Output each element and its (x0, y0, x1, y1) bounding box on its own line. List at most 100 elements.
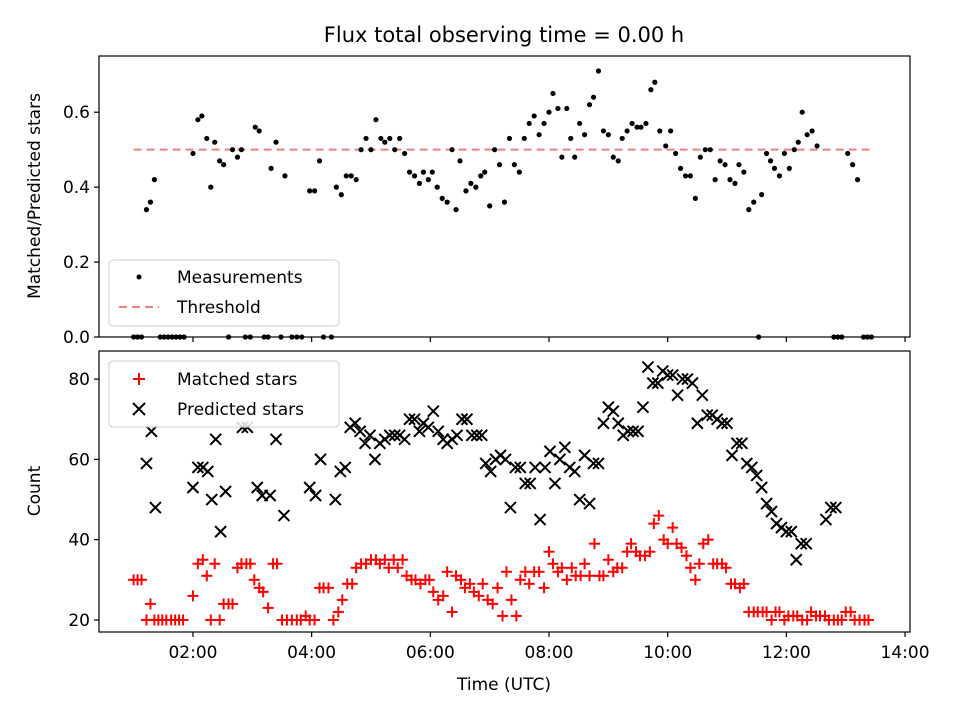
x-tick-label: 14:00 (881, 643, 930, 663)
matched-star-point (556, 562, 568, 574)
predicted-star-point (504, 501, 517, 514)
matched-star-point (197, 554, 209, 566)
measurement-point (234, 154, 241, 160)
measurement-point (759, 192, 765, 198)
matched-star-point (648, 518, 660, 530)
legend-label-measurements: Measurements (177, 268, 303, 288)
measurement-point (473, 184, 479, 190)
predicted-star-point (587, 457, 600, 470)
measurement-point (307, 188, 313, 194)
predicted-star-point (715, 417, 729, 430)
predicted-star-point (533, 513, 547, 526)
predicted-star-point (460, 413, 474, 426)
measurement-point (795, 139, 801, 145)
matched-star-point (510, 610, 522, 622)
matched-star-point (477, 578, 489, 590)
matched-star-point (801, 614, 813, 626)
matched-star-point (187, 590, 199, 602)
measurement-point (605, 132, 611, 138)
matched-star-point (214, 614, 226, 626)
measurement-point (673, 150, 679, 157)
x-tick-label: 10:00 (643, 643, 692, 663)
measurement-point (590, 94, 597, 100)
matched-star-point (547, 558, 559, 570)
predicted-star-point (730, 437, 744, 450)
matched-star-point (427, 586, 439, 598)
measurement-point (657, 128, 663, 134)
predicted-star-point (583, 497, 596, 510)
matched-star-point (262, 602, 274, 614)
matched-star-point (309, 614, 321, 626)
predicted-star-point (538, 461, 552, 474)
matched-star-point (441, 566, 453, 578)
measurement-point (229, 147, 236, 153)
measurement-point (190, 150, 196, 157)
measurement-point (615, 158, 621, 164)
matched-star-point (346, 578, 358, 590)
predicted-star-point (750, 469, 763, 482)
measurement-point (707, 147, 713, 153)
predicted-star-point (149, 501, 162, 514)
matched-star-point (505, 594, 517, 606)
matched-star-point (676, 542, 688, 554)
predicted-star-point (686, 376, 699, 390)
predicted-star-point (408, 413, 421, 426)
measurement-point (791, 147, 797, 153)
top-legend: Measurements Threshold (108, 259, 340, 327)
matched-star-point (177, 614, 189, 626)
x-tick-label: 08:00 (525, 643, 574, 663)
measurement-point (702, 147, 708, 153)
measurement-point (577, 120, 583, 127)
predicted-star-point (263, 489, 277, 502)
matched-star-point (625, 538, 637, 550)
measurement-point (256, 128, 262, 134)
matched-star-point (514, 574, 526, 586)
matched-star-point (523, 578, 535, 590)
measurement-point (634, 124, 640, 130)
measurement-point (368, 147, 374, 153)
measurement-point (741, 169, 747, 175)
measurement-point (804, 132, 810, 138)
predicted-star-point (621, 425, 635, 438)
measurement-point (624, 128, 630, 134)
measurement-point (212, 139, 218, 145)
matched-star-point (720, 562, 732, 574)
predicted-star-point (277, 509, 291, 522)
measurement-point (526, 120, 532, 127)
predicted-star-point (186, 481, 200, 494)
measurement-point (406, 169, 413, 175)
measurement-point (776, 173, 783, 179)
predicted-star-point (799, 537, 813, 550)
matched-star-point (487, 598, 499, 610)
measurement-point (316, 158, 323, 164)
predicted-star-point (701, 409, 714, 422)
measurement-point (496, 162, 503, 168)
measurement-point (468, 180, 474, 186)
measurement-point (786, 165, 792, 171)
predicted-star-point (524, 477, 537, 490)
measurement-point (668, 128, 674, 134)
top-y-tick-label: 0.4 (63, 178, 90, 198)
x-tick-label: 02:00 (168, 643, 217, 663)
predicted-star-point (450, 429, 464, 442)
matched-star-point (336, 594, 348, 606)
predicted-star-point (646, 376, 660, 390)
measurement-points (131, 68, 875, 340)
measurement-point (425, 177, 431, 183)
predicted-star-point (484, 465, 497, 478)
bottom-x-ticks: 02:00 04:00 06:00 08:00 10:00 12:00 14:00 (168, 632, 930, 663)
predicted-star-point (765, 505, 778, 518)
measurement-point (402, 150, 408, 157)
matched-star-point (209, 558, 221, 570)
measurement-point (546, 109, 552, 115)
measurement-point (854, 177, 861, 183)
measurement-point (516, 169, 522, 175)
measurement-point (663, 143, 669, 149)
predicted-star-point (612, 417, 625, 430)
matched-stars-points (128, 510, 874, 626)
matched-star-point (693, 558, 705, 570)
predicted-star-point (479, 457, 492, 470)
measurement-point (382, 139, 388, 145)
predicted-star-point (358, 437, 372, 450)
